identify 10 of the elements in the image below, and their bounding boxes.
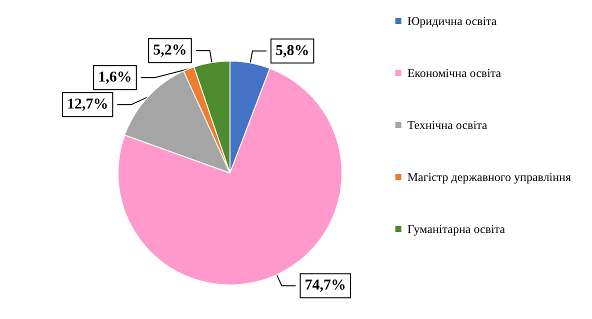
data-label: 74,7% (304, 278, 346, 294)
legend-label: Юридична освіта (407, 14, 498, 28)
legend-label: Технічна освіта (407, 118, 488, 132)
legend-label: Гуманітарна освіта (407, 222, 506, 236)
legend-label: Економічна освіта (407, 66, 502, 80)
data-label: 1,6% (98, 70, 132, 86)
data-label: 5,8% (275, 43, 310, 60)
data-label: 5,2% (153, 42, 187, 59)
data-label: 12,7% (66, 96, 108, 113)
legend-label: Магістр державного управління (407, 170, 572, 184)
